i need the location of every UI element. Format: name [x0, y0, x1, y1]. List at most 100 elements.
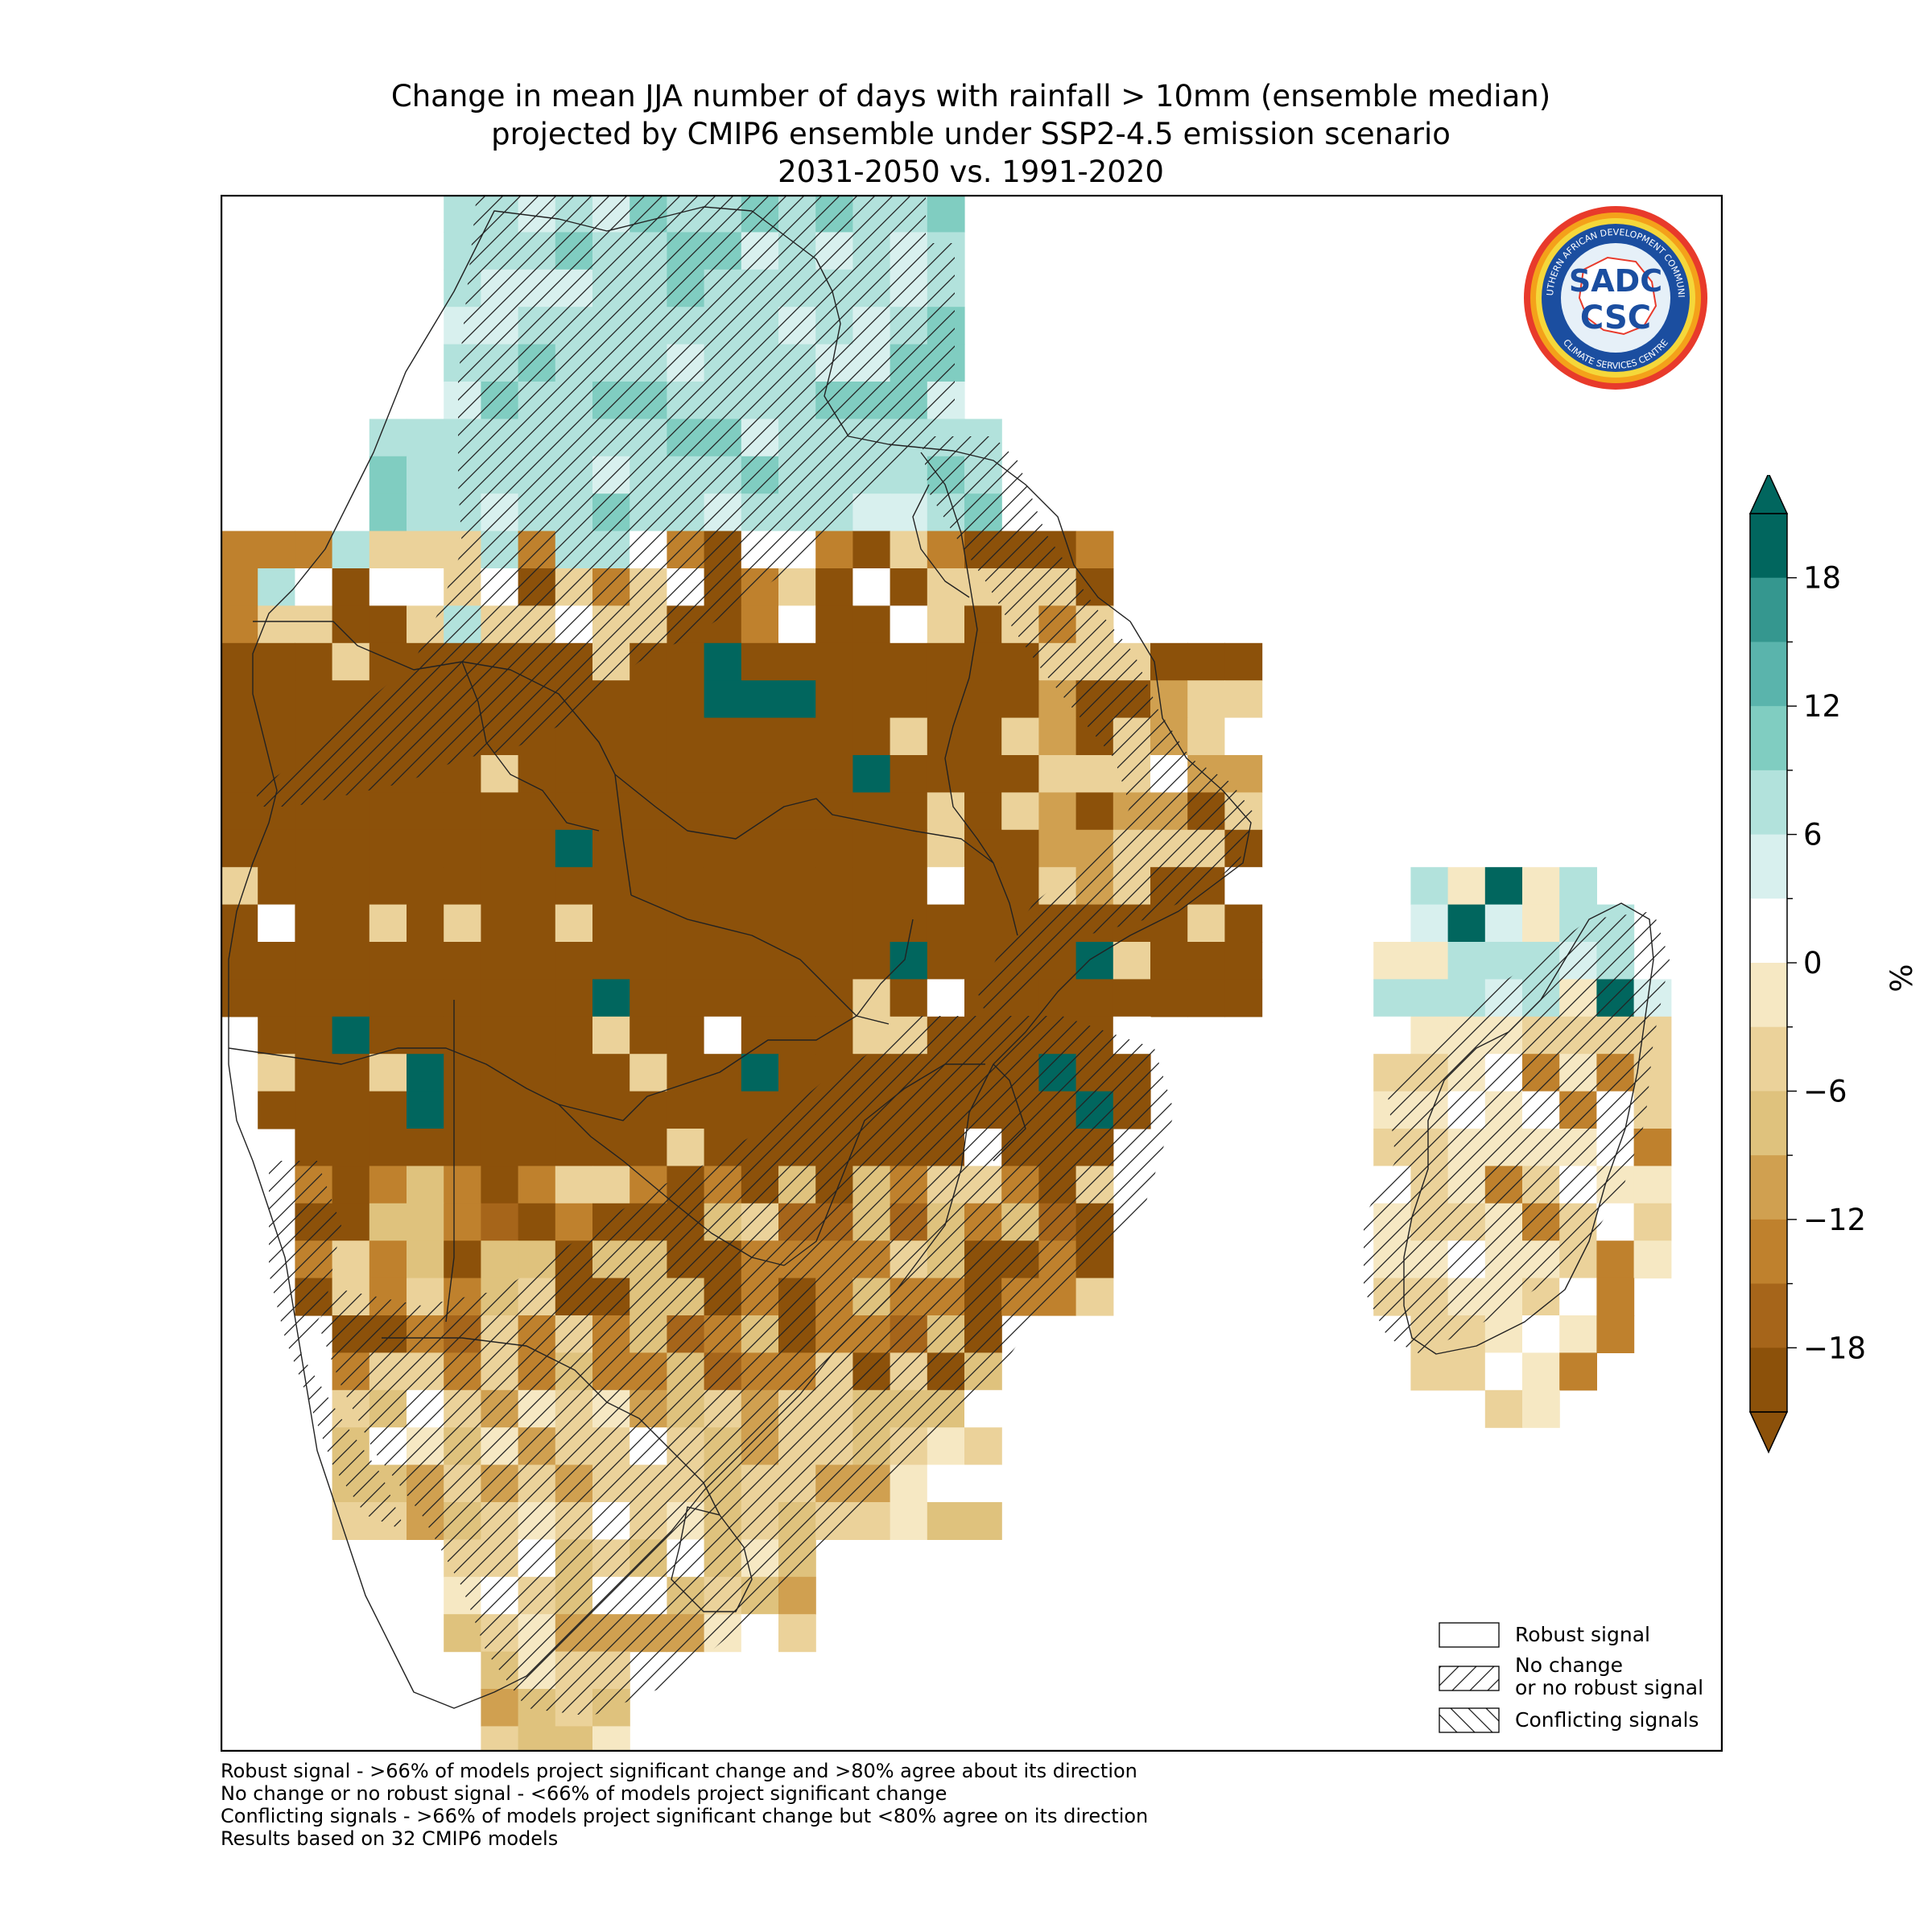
grid-cell [927, 605, 965, 644]
grid-cell [481, 1016, 519, 1055]
grid-cell [704, 755, 742, 793]
title-line-2: projected by CMIP6 ensemble under SSP2-4… [491, 117, 1451, 151]
grid-cell [778, 680, 816, 719]
grid-cell [221, 530, 258, 569]
grid-cell [369, 979, 407, 1018]
grid-cell [1150, 942, 1188, 980]
footnote-no-change: No change or no robust signal - <66% of … [221, 1782, 947, 1805]
grid-cell [1224, 680, 1263, 719]
grid-cell [778, 755, 816, 793]
map-border [221, 195, 1723, 1752]
grid-cell [369, 1129, 407, 1166]
grid-cell [332, 1241, 370, 1279]
grid-cell [592, 1166, 630, 1204]
grid-cell [481, 1203, 519, 1241]
grid-cell [704, 867, 742, 906]
grid-cell [704, 942, 742, 980]
grid-cell [1001, 867, 1039, 906]
grid-cell [518, 904, 556, 943]
grid-cell [555, 1054, 593, 1092]
grid-cell [407, 1054, 444, 1092]
grid-cell [258, 680, 295, 719]
colorbar-bin [1750, 577, 1787, 642]
grid-cell [221, 717, 258, 756]
grid-cell [407, 1091, 444, 1129]
grid-cell [258, 942, 295, 980]
colorbar-bin [1750, 1091, 1787, 1156]
grid-cell [964, 1502, 1002, 1540]
colorbar-tick-label: −18 [1803, 1331, 1866, 1365]
colorbar: 18 12 6 0 −6 −12 −18 % [1748, 475, 1919, 1454]
grid-cell [592, 717, 630, 756]
grid-cell [704, 979, 742, 1018]
grid-cell [407, 1166, 444, 1204]
colorbar-bin [1750, 514, 1787, 579]
grid-cell [369, 568, 407, 606]
grid-cell [332, 867, 370, 906]
grid-cell [258, 1054, 295, 1092]
grid-cell [1075, 942, 1114, 980]
grid-cell [221, 605, 258, 644]
grid-cell [890, 979, 928, 1018]
grid-cell [927, 642, 965, 681]
grid-cell [1484, 1352, 1523, 1391]
grid-cell [369, 867, 407, 906]
grid-cell [1075, 530, 1114, 569]
sadc-csc-logo: SADC CSC SOUTHERN AFRICAN DEVELOPMENT CO… [1524, 206, 1707, 390]
grid-cell [667, 642, 705, 681]
grid-cell [927, 1502, 965, 1540]
grid-cell [332, 642, 370, 681]
grid-cell [890, 942, 928, 980]
grid-cell [332, 530, 370, 569]
logo-center-top: SADC [1569, 263, 1662, 299]
grid-cell [555, 792, 593, 831]
grid-cell [1224, 979, 1263, 1018]
grid-cell [258, 867, 295, 906]
legend-no-change-label-1: No change [1515, 1653, 1623, 1677]
colorbar-tick-label: 0 [1803, 946, 1823, 980]
grid-cell [852, 942, 891, 980]
grid-cell [852, 642, 891, 681]
grid-cell [221, 867, 258, 906]
grid-cell [852, 792, 891, 831]
colorbar-bin [1750, 1155, 1787, 1220]
grid-cell [369, 1016, 407, 1055]
grid-cell [1224, 642, 1263, 681]
grid-cell [407, 419, 444, 457]
grid-cell [369, 605, 407, 644]
colorbar-bin [1750, 963, 1787, 1028]
grid-cell [258, 904, 295, 943]
colorbar-bin [1750, 706, 1787, 771]
grid-cell [815, 642, 853, 681]
grid-cell [332, 568, 370, 606]
grid-cell [1038, 829, 1077, 868]
grid-cell [667, 680, 705, 719]
grid-cell [741, 792, 779, 831]
grid-cell [927, 979, 965, 1018]
grid-cell [890, 568, 928, 606]
grid-cell [1373, 942, 1411, 980]
grid-cell [407, 530, 444, 569]
grid-cell [667, 867, 705, 906]
grid-cell [332, 979, 370, 1018]
grid-cell [221, 829, 258, 868]
grid-cell [592, 1726, 630, 1752]
grid-cell [890, 755, 928, 793]
grid-cell [815, 904, 853, 943]
grid-cell [741, 904, 779, 943]
grid-cell [332, 1016, 370, 1055]
grid-cell [444, 904, 481, 943]
grid-cell [592, 1091, 630, 1129]
grid-cell [852, 680, 891, 719]
grid-cell [964, 642, 1002, 681]
grid-cell [444, 867, 481, 906]
grid-cell [444, 1091, 481, 1129]
grid-cell [852, 568, 891, 606]
grid-cell [852, 829, 891, 868]
grid-cell [815, 979, 853, 1018]
grid-cell [815, 568, 853, 606]
grid-cell [815, 829, 853, 868]
grid-cell [481, 829, 519, 868]
grid-cell [407, 867, 444, 906]
legend-robust-swatch [1439, 1622, 1500, 1648]
